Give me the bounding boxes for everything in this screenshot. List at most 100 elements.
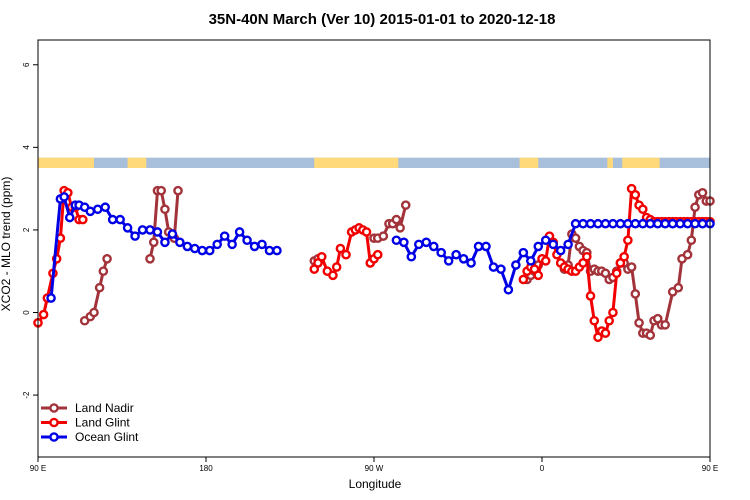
data-point	[391, 214, 402, 225]
legend-swatch-point	[49, 417, 59, 428]
data-point	[660, 320, 671, 330]
data-point	[660, 218, 671, 229]
data-point	[372, 249, 383, 260]
data-point	[540, 235, 551, 246]
data-point	[242, 235, 252, 246]
data-point	[585, 218, 596, 229]
data-point	[98, 266, 109, 277]
data-point	[264, 245, 275, 256]
data-point	[600, 328, 611, 338]
y-axis-label: XCO2 - MLO trend (ppm)	[0, 177, 13, 312]
data-point	[78, 214, 88, 225]
data-point	[652, 218, 663, 229]
series-land-glint	[33, 183, 715, 343]
data-point	[391, 235, 402, 246]
data-point	[645, 218, 656, 229]
data-point	[328, 270, 338, 281]
x-axis: 90 E 180 90 W 0 90 E	[30, 457, 718, 473]
y-tick-label: 0	[22, 310, 31, 315]
data-point	[400, 200, 411, 210]
data-point	[533, 270, 544, 281]
data-point	[428, 241, 439, 252]
data-point	[697, 218, 708, 229]
data-point	[619, 251, 629, 262]
data-point	[197, 245, 208, 256]
x-tick-label: 180	[199, 464, 213, 473]
data-point	[518, 247, 529, 258]
data-point	[227, 239, 237, 250]
data-point	[608, 218, 618, 229]
data-point	[645, 330, 656, 341]
data-point	[406, 251, 417, 262]
x-tick-label: 90 W	[365, 464, 384, 473]
legend-swatch-point	[49, 432, 59, 442]
legend-swatch-point	[49, 403, 59, 413]
data-point	[64, 212, 75, 223]
x-tick-label: 90 E	[30, 464, 46, 473]
data-point	[399, 237, 409, 248]
data-point	[638, 218, 648, 229]
y-tick-label: 2	[22, 227, 31, 232]
data-point	[421, 237, 432, 248]
data-point	[189, 243, 200, 254]
data-point	[466, 258, 476, 268]
data-point	[593, 218, 603, 229]
data-point	[361, 227, 372, 237]
data-point	[697, 187, 708, 198]
land-segment	[622, 157, 660, 168]
x-tick-label: 90 E	[702, 464, 718, 473]
data-point	[585, 291, 596, 301]
series-ocean-glint	[46, 192, 715, 303]
data-point	[638, 204, 648, 215]
data-point	[182, 241, 193, 252]
data-point	[94, 282, 105, 293]
y-axis: -2 0 2 4 6	[22, 62, 38, 399]
data-point	[249, 241, 260, 252]
series-layer	[33, 183, 715, 343]
data-point	[378, 231, 389, 241]
data-point	[518, 274, 529, 285]
data-point	[148, 237, 159, 248]
data-point	[173, 185, 183, 196]
land-segment	[519, 157, 539, 168]
legend-label: Land Glint	[75, 416, 130, 430]
data-point	[604, 315, 615, 326]
data-point	[511, 260, 521, 270]
data-point	[667, 218, 678, 229]
data-point	[219, 231, 230, 241]
data-point	[630, 218, 641, 229]
data-point	[548, 239, 559, 250]
land-ocean-strip	[38, 157, 710, 168]
data-point	[582, 251, 592, 262]
data-point	[204, 245, 215, 256]
data-point	[443, 256, 454, 266]
data-point	[122, 223, 133, 233]
data-point	[89, 307, 99, 318]
data-point	[473, 241, 484, 252]
land-segment	[127, 157, 147, 168]
data-point	[540, 256, 551, 266]
data-point	[152, 227, 163, 237]
data-point	[600, 218, 611, 229]
data-point	[615, 218, 626, 229]
data-point	[316, 251, 327, 262]
data-point	[137, 225, 148, 235]
data-point	[107, 214, 118, 225]
plot-frame	[37, 39, 711, 458]
y-tick-label: 6	[22, 62, 31, 67]
legend-label: Land Nadir	[75, 401, 134, 415]
data-point	[623, 218, 633, 229]
data-point	[589, 315, 600, 326]
data-point	[145, 225, 155, 235]
data-point	[85, 206, 96, 217]
data-point	[682, 218, 693, 229]
land-segment	[607, 157, 613, 168]
legend-item: Land Nadir	[41, 401, 134, 415]
data-point	[611, 268, 622, 279]
data-point	[526, 256, 536, 266]
data-point	[436, 247, 447, 258]
land-segment	[38, 157, 94, 168]
data-point	[46, 293, 56, 303]
